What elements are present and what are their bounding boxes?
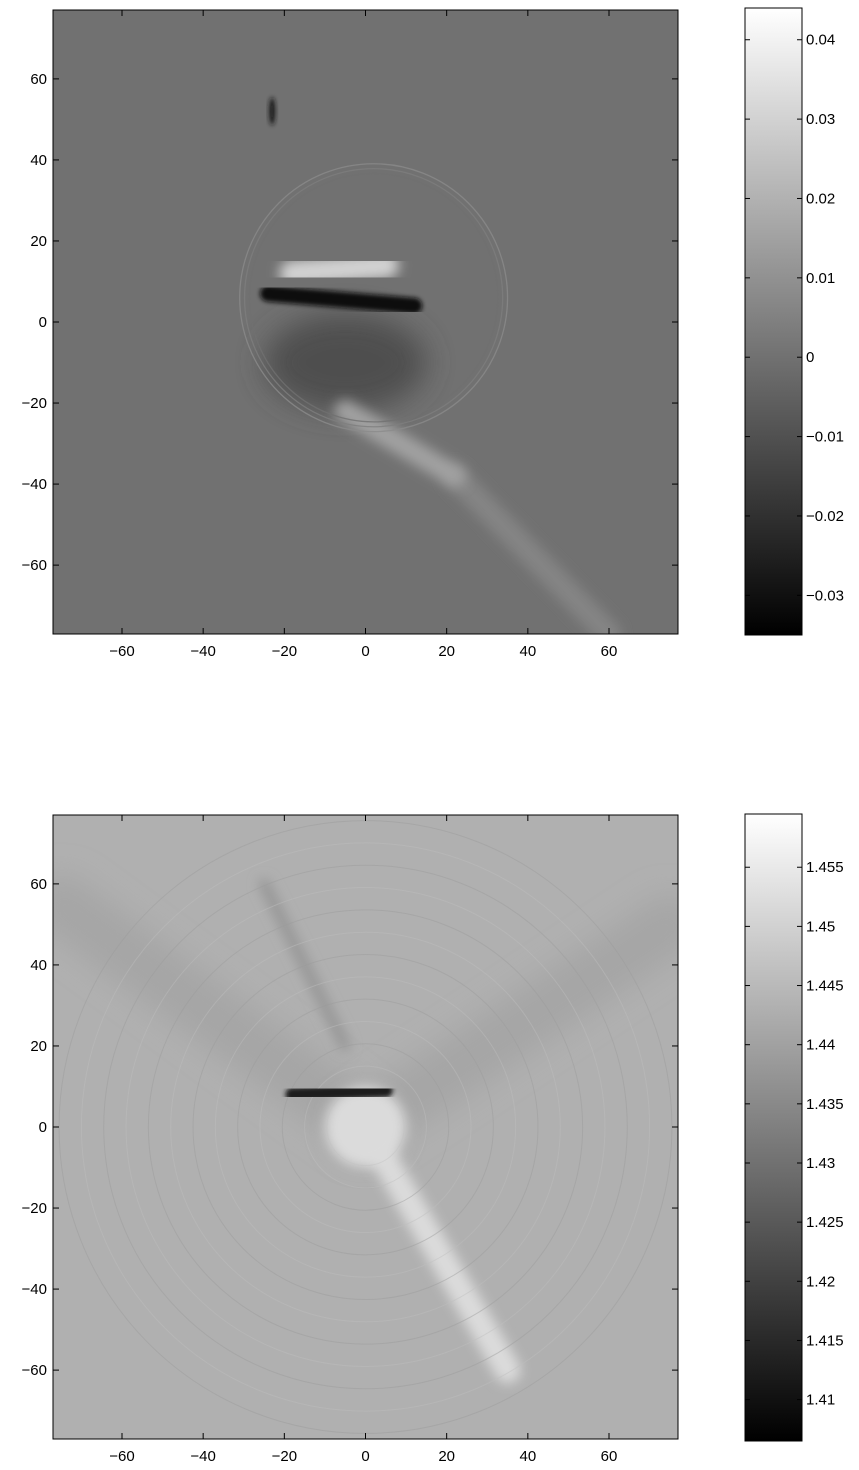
ring-contour [192, 954, 539, 1300]
colorbar-tick-label: 1.42 [806, 1273, 835, 1290]
x-tick-label: 60 [601, 1448, 618, 1465]
dark-band [285, 1083, 393, 1102]
ring-contour [239, 163, 509, 433]
colorbar-gradient [744, 813, 803, 1442]
ring-contour [259, 1020, 472, 1234]
y-tick-label: −20 [22, 395, 47, 412]
ring-contour [281, 1043, 450, 1211]
colorbar-tick-label: −0.03 [806, 587, 844, 604]
x-tick-label: −20 [272, 643, 297, 660]
upper-streak [259, 878, 351, 1051]
colorbar-tick-label: 1.415 [806, 1332, 844, 1349]
x-axis-1: −60 −40 −20 0 20 40 60 [109, 10, 617, 660]
ring-contour [170, 931, 561, 1323]
y-tick-label: 20 [30, 1038, 47, 1055]
dark-region [264, 313, 427, 412]
y-tick-label: 40 [30, 152, 47, 169]
y-tick-label: −60 [22, 557, 47, 574]
x-tick-label: −40 [190, 643, 215, 660]
colorbar-1: −0.03 −0.02 −0.01 0 0.01 0.02 0.03 0.04 [744, 7, 844, 636]
y-tick-label: 60 [30, 876, 47, 893]
ring-contour [80, 842, 651, 1412]
plot-area-1 [52, 9, 679, 635]
y-tick-label: −40 [22, 476, 47, 493]
colorbar-tick-label: 0 [806, 349, 814, 366]
bright-band [279, 252, 399, 287]
colorbar-tick-label: 1.44 [806, 1037, 835, 1054]
y-tick-label: 40 [30, 957, 47, 974]
ring-contour [147, 909, 584, 1345]
colorbar-tick-label: −0.02 [806, 508, 844, 525]
x-tick-label: −60 [109, 643, 134, 660]
x-tick-label: 40 [519, 643, 536, 660]
colorbar-gradient [744, 7, 803, 636]
colorbar-tick-label: 0.04 [806, 32, 835, 49]
y-axis-2: −60 −40 −20 0 20 40 60 [22, 876, 678, 1379]
x-axis-2: −60 −40 −20 0 20 40 60 [109, 815, 617, 1465]
y-tick-label: −40 [22, 1281, 47, 1298]
colorbar-tick-label: 1.425 [806, 1214, 844, 1231]
x-tick-label: 20 [438, 1448, 455, 1465]
tail-streak [442, 463, 622, 634]
colorbar-tick-label: 1.45 [806, 918, 835, 935]
colorbar-tick-label: 1.455 [806, 859, 844, 876]
plot-area-2 [52, 814, 679, 1440]
y-tick-label: 0 [39, 1119, 47, 1136]
y-tick-label: −60 [22, 1362, 47, 1379]
ring-contour [304, 1065, 427, 1189]
y-tick-label: 20 [30, 233, 47, 250]
colorbar-tick-label: −0.01 [806, 429, 844, 446]
x-tick-label: −60 [109, 1448, 134, 1465]
lower-streak [352, 1114, 521, 1384]
colorbar-tick-label: 1.445 [806, 978, 844, 995]
colorbar-tick-label: 1.41 [806, 1392, 835, 1409]
ring-contour [125, 887, 606, 1367]
colorbar-tick-label: 0.03 [806, 111, 835, 128]
x-tick-label: 0 [361, 643, 369, 660]
x-tick-label: 0 [361, 1448, 369, 1465]
colorbar-tick-label: 0.02 [806, 190, 835, 207]
y-tick-label: −20 [22, 1200, 47, 1217]
colorbar-tick-label: 1.43 [806, 1155, 835, 1172]
ring-contour [214, 976, 517, 1278]
x-tick-label: 60 [601, 643, 618, 660]
x-tick-label: −20 [272, 1448, 297, 1465]
x-tick-label: −40 [190, 1448, 215, 1465]
y-axis-1: −60 −40 −20 0 20 40 60 [22, 71, 678, 574]
colorbar-2: 1.41 1.415 1.42 1.425 1.43 1.435 1.44 1.445 1.45… [744, 813, 844, 1442]
dark-band [260, 285, 423, 314]
right-cone [335, 894, 678, 1157]
colorbar-tick-label: 1.435 [806, 1096, 844, 1113]
ring-contour [103, 864, 628, 1390]
y-tick-label: 0 [39, 314, 47, 331]
x-tick-label: 40 [519, 1448, 536, 1465]
top-spot [269, 97, 276, 126]
ring-contour [243, 167, 504, 428]
ring-contour [237, 998, 494, 1256]
ring-contour [248, 172, 499, 423]
colorbar-tick-label: 0.01 [806, 270, 835, 287]
y-tick-label: 60 [30, 71, 47, 88]
bright-center [324, 1086, 407, 1168]
x-tick-label: 20 [438, 643, 455, 660]
